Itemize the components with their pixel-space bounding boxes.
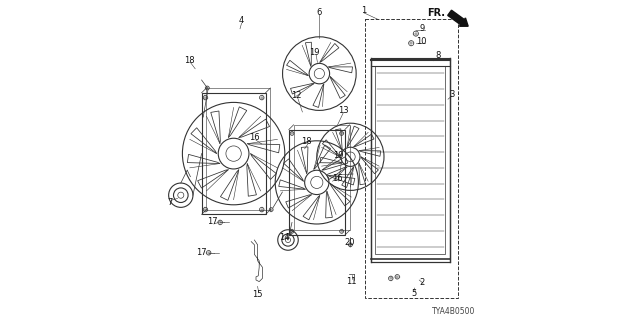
Bar <box>365 19 458 298</box>
Bar <box>289 130 345 235</box>
Text: 2: 2 <box>420 278 425 287</box>
Text: 4: 4 <box>239 16 244 25</box>
Bar <box>294 125 349 230</box>
Text: 11: 11 <box>346 277 356 286</box>
Text: 17: 17 <box>207 217 218 226</box>
Text: 10: 10 <box>417 37 427 46</box>
FancyArrow shape <box>448 10 468 26</box>
Text: 18: 18 <box>301 137 312 146</box>
Text: 5: 5 <box>412 289 417 298</box>
Text: FR.: FR. <box>428 8 445 18</box>
Text: 16: 16 <box>332 174 342 183</box>
Text: 8: 8 <box>436 52 441 60</box>
Text: 16: 16 <box>249 133 260 142</box>
Text: 9: 9 <box>419 24 424 33</box>
Bar <box>375 66 445 254</box>
Text: 13: 13 <box>338 106 349 115</box>
Text: 14: 14 <box>279 233 289 242</box>
Text: 12: 12 <box>291 91 301 100</box>
Text: 18: 18 <box>184 56 195 65</box>
Text: 19: 19 <box>309 48 320 57</box>
Text: 19: 19 <box>333 151 344 160</box>
Text: 3: 3 <box>449 90 454 99</box>
Text: 6: 6 <box>316 8 322 17</box>
Text: 17: 17 <box>196 248 206 257</box>
Text: TYA4B0500: TYA4B0500 <box>432 307 475 316</box>
Bar <box>371 58 450 262</box>
Text: 20: 20 <box>345 238 355 247</box>
Bar <box>202 93 266 214</box>
Text: 1: 1 <box>361 6 367 15</box>
Text: 15: 15 <box>252 290 262 299</box>
Text: 7: 7 <box>168 198 173 207</box>
Bar <box>206 88 270 210</box>
